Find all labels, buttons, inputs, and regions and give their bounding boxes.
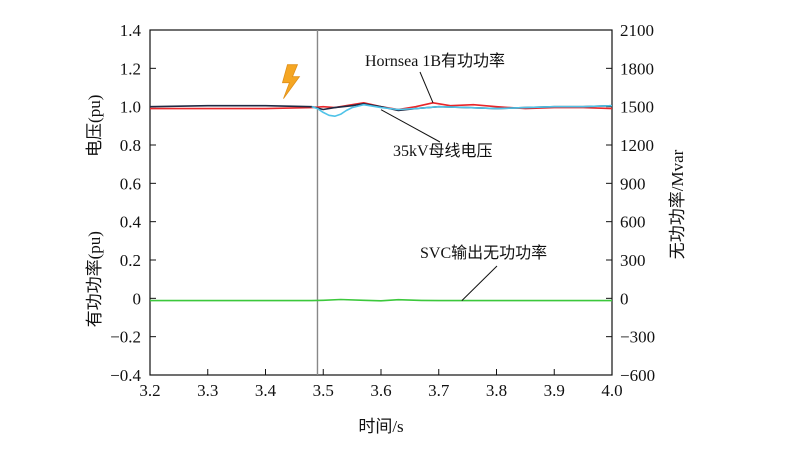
x-tick-label: 3.2 bbox=[139, 381, 160, 400]
y-axis-left-title-power: 有功功率(pu) bbox=[85, 231, 104, 327]
y-left-tick-label: 0.2 bbox=[120, 251, 141, 270]
y-right-tick-label: 1500 bbox=[620, 98, 654, 117]
x-tick-label: 3.9 bbox=[544, 381, 565, 400]
y-axis-right: 2100 1800 1500 1200 900 600 300 0 −300 −600 bbox=[606, 21, 655, 385]
svc-annotation: SVC输出无功功率 bbox=[420, 244, 547, 262]
x-tick-label: 3.4 bbox=[255, 381, 277, 400]
y-right-tick-label: −600 bbox=[620, 366, 655, 385]
x-tick-label: 3.8 bbox=[486, 381, 507, 400]
svc-leader-line bbox=[461, 265, 498, 301]
y-left-tick-label: 1.0 bbox=[120, 98, 141, 117]
y-left-tick-label: −0.4 bbox=[110, 366, 141, 385]
x-tick-label: 3.7 bbox=[428, 381, 450, 400]
y-left-tick-label: 0.8 bbox=[120, 136, 141, 155]
series-layer bbox=[149, 102, 613, 302]
x-tick-label: 3.3 bbox=[197, 381, 218, 400]
y-left-tick-label: 1.4 bbox=[120, 21, 142, 40]
y-right-tick-label: 600 bbox=[620, 213, 646, 232]
y-right-tick-label: 1200 bbox=[620, 136, 654, 155]
y-left-tick-label: 0 bbox=[133, 289, 142, 308]
y-left-tick-label: 0.4 bbox=[120, 213, 142, 232]
y-axis-right-title: 无功功率/Mvar bbox=[668, 149, 687, 259]
annotation-layer: Hornsea 1B有功功率 35kV母线电压 SVC输出无功功率 bbox=[365, 52, 547, 301]
x-tick-label: 4.0 bbox=[601, 381, 622, 400]
y-left-tick-label: 1.2 bbox=[120, 59, 141, 78]
series-line-svc bbox=[150, 298, 612, 302]
y-left-tick-label: 0.6 bbox=[120, 174, 141, 193]
x-axis-title: 时间/s bbox=[358, 417, 403, 436]
x-tick-label: 3.5 bbox=[313, 381, 334, 400]
y-right-tick-label: 2100 bbox=[620, 21, 654, 40]
y-axis-left: 1.4 1.2 1.0 0.8 0.6 0.4 0.2 0 −0.2 −0.4 bbox=[110, 21, 156, 385]
y-left-tick-label: −0.2 bbox=[110, 328, 141, 347]
plot-frame bbox=[149, 29, 613, 376]
lightning-bolt-icon bbox=[281, 64, 301, 99]
y-right-tick-label: 300 bbox=[620, 251, 646, 270]
bus-voltage-annotation: 35kV母线电压 bbox=[393, 142, 493, 160]
y-right-tick-label: 900 bbox=[620, 174, 646, 193]
hornsea-leader-line bbox=[419, 71, 434, 103]
hornsea-annotation: Hornsea 1B有功功率 bbox=[365, 52, 505, 70]
bus-leader-line bbox=[380, 109, 441, 143]
series-line-bus-transient bbox=[311, 103, 613, 117]
x-axis: 3.2 3.3 3.4 3.5 3.6 3.7 3.8 3.9 4.0 bbox=[139, 369, 623, 400]
y-right-tick-label: −300 bbox=[620, 328, 655, 347]
y-axis-left-title-voltage: 电压(pu) bbox=[85, 95, 104, 157]
x-tick-label: 3.6 bbox=[370, 381, 391, 400]
y-right-tick-label: 1800 bbox=[620, 59, 654, 78]
y-right-tick-label: 0 bbox=[620, 289, 629, 308]
